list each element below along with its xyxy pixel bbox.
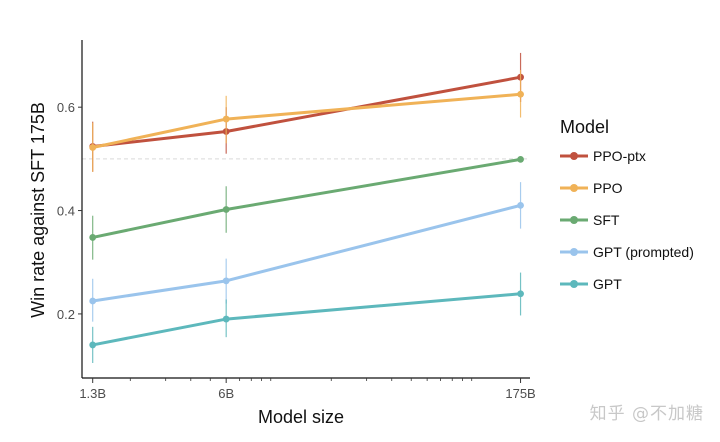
x-tick-label: 175B [505, 386, 535, 401]
data-point [517, 201, 524, 209]
series-line [92, 203, 521, 303]
series-gpt-prompted- [89, 182, 524, 322]
y-tick-label: 0.6 [57, 100, 75, 115]
data-point [517, 155, 524, 163]
legend-swatch-point [570, 152, 578, 160]
data-point [89, 341, 97, 349]
legend-swatch-point [570, 280, 578, 288]
legend-item: GPT [560, 276, 622, 292]
series-gpt [89, 272, 524, 364]
y-tick-label: 0.4 [57, 204, 75, 219]
data-point [222, 115, 230, 123]
legend-label: GPT (prompted) [593, 244, 694, 260]
legend-item: SFT [560, 212, 620, 228]
data-point [517, 90, 524, 98]
data-point [222, 315, 230, 323]
legend-label: GPT [593, 276, 622, 292]
series-line [92, 157, 521, 239]
legend-label: PPO [593, 180, 623, 196]
legend-swatch-point [570, 184, 578, 192]
legend-title: Model [560, 117, 609, 137]
legend-item: PPO-ptx [560, 148, 646, 164]
data-point [89, 144, 97, 151]
legend-swatch-point [570, 216, 578, 224]
series-ppo [89, 69, 524, 172]
data-point [222, 277, 230, 285]
y-tick-label: 0.2 [57, 307, 75, 322]
legend: Model PPO-ptx PPO SFT GPT (prompted) GPT [560, 117, 694, 292]
series-line [92, 292, 521, 347]
x-tick-label: 6B [218, 386, 234, 401]
data-point [517, 290, 524, 298]
data-point [89, 297, 97, 305]
data-point [222, 206, 230, 213]
legend-label: PPO-ptx [593, 148, 646, 164]
series-sft [89, 155, 524, 260]
legend-item: GPT (prompted) [560, 244, 694, 260]
x-tick-label: 1.3B [79, 386, 106, 401]
legend-label: SFT [593, 212, 620, 228]
legend-item: PPO [560, 180, 623, 196]
data-point [89, 234, 97, 241]
watermark: 知乎 @不加糖 [589, 404, 704, 424]
y-axis-title: Win rate against SFT 175B [28, 102, 48, 318]
legend-swatch-point [570, 248, 578, 256]
x-axis-title: Model size [258, 407, 344, 427]
